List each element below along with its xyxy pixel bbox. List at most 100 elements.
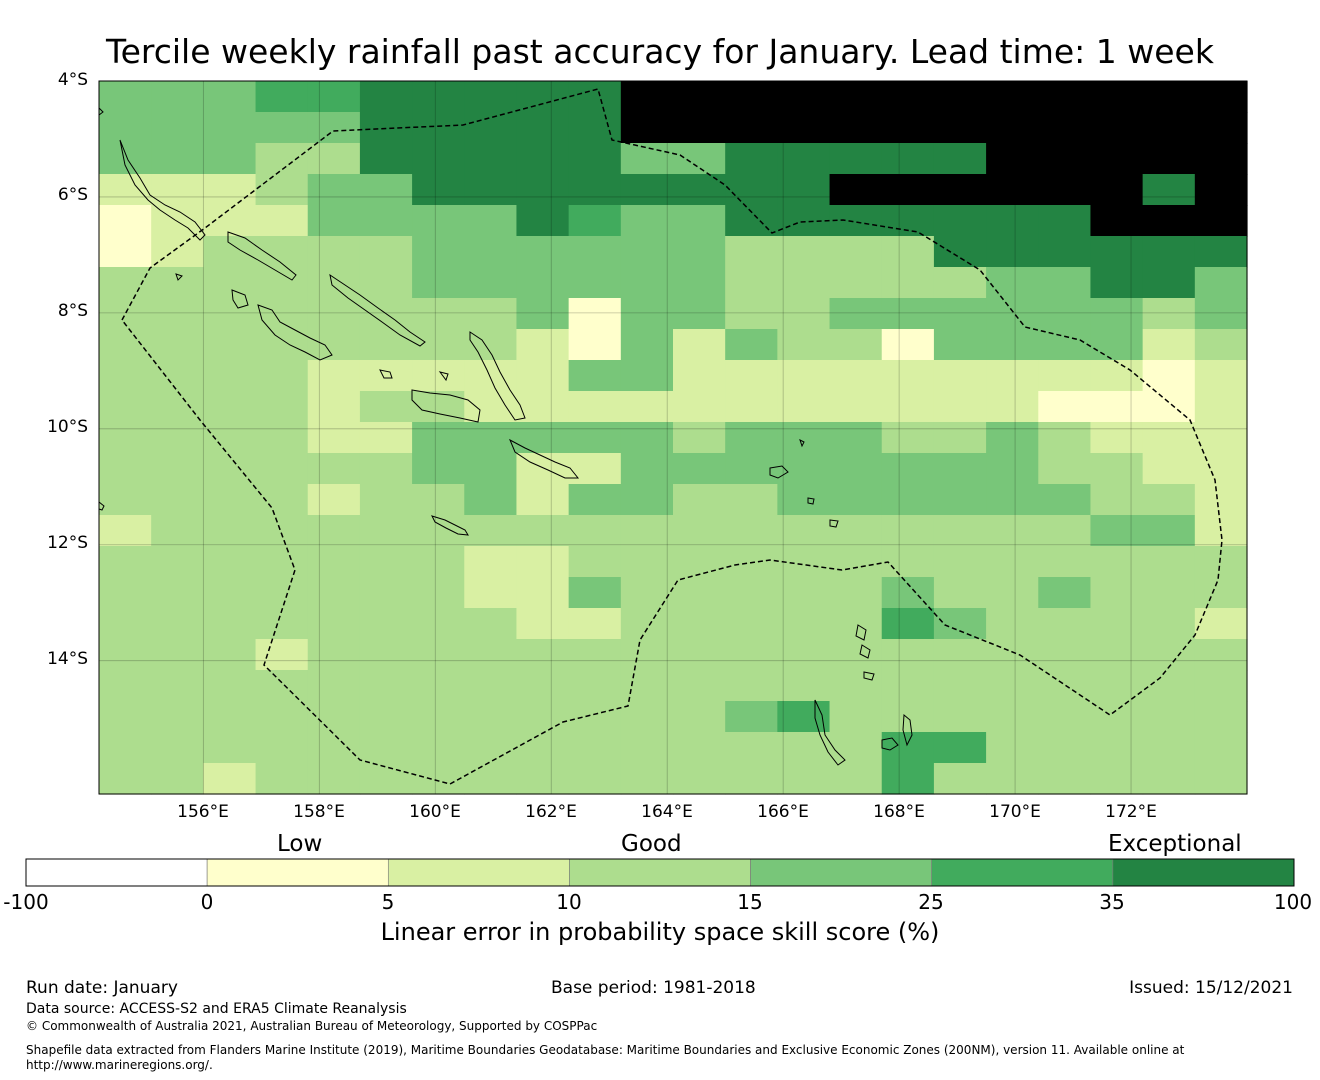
skill-cell [464,143,518,175]
skill-cell [255,174,309,206]
island-coastline [863,671,875,681]
skill-cell [986,298,1039,330]
skill-cell [516,267,570,299]
skill-cell [1194,577,1248,609]
colorbar-axis-label: Linear error in probability space skill … [380,918,940,946]
skill-cell [1142,236,1196,268]
skill-cell [1090,608,1144,640]
skill-cell [1142,608,1196,640]
skill-cell [412,205,465,237]
skill-cell [1038,670,1092,702]
skill-cell [1194,360,1248,392]
skill-cell [725,484,778,516]
skill-cell [933,546,987,578]
skill-cell [99,577,152,609]
skill-cell [933,112,987,144]
skill-cell [881,763,935,795]
skill-cell [881,701,935,733]
skill-cell [359,484,413,516]
island-coastline [855,624,867,641]
skill-cell [673,453,726,485]
skill-cell [307,732,361,764]
skill-cell [568,81,622,113]
shapefile-credit: Shapefile data extracted from Flanders M… [26,1043,1185,1057]
skill-cell [568,515,622,547]
skill-cell [620,670,674,702]
skill-cell [151,422,204,454]
skill-cell [933,484,987,516]
skill-cell [464,81,518,113]
copyright: © Commonwealth of Australia 2021, Austra… [26,1019,598,1033]
skill-cell [359,205,413,237]
skill-cell [777,453,831,485]
island-coastline [411,389,481,423]
skill-cell [829,112,883,144]
skill-cell [464,639,518,671]
skill-cell [203,639,257,671]
skill-cell [881,112,935,144]
skill-cell [933,670,987,702]
skill-cell [568,732,622,764]
island-coastline [807,497,815,505]
skill-cell [1142,763,1196,795]
skill-cell [986,329,1039,361]
skill-cell [516,577,570,609]
island-coastline [881,737,899,751]
skill-cell [412,236,465,268]
skill-cell [933,763,987,795]
run-date: Run date: January [26,978,178,998]
skill-cell [829,732,883,764]
skill-cell [725,81,778,113]
skill-cell [881,174,935,206]
skill-cell [568,391,622,423]
skill-cell [99,732,152,764]
lon-label-172e: 172°E [1105,802,1157,822]
skill-cell [516,608,570,640]
skill-cell [203,267,257,299]
skill-cell [307,205,361,237]
skill-cell [516,546,570,578]
skill-cell [1194,391,1248,423]
island-coastline [257,304,333,361]
skill-cell [464,174,518,206]
skill-cell [620,112,674,144]
skill-cell [1090,360,1144,392]
skill-cell [1142,546,1196,578]
skill-cell [986,608,1039,640]
skill-cell [151,732,204,764]
skill-cell [1090,81,1144,113]
skill-cell [464,112,518,144]
skill-cell [307,577,361,609]
skill-cell [203,670,257,702]
skill-cell [203,732,257,764]
skill-cell [725,360,778,392]
skill-cell [777,298,831,330]
skill-cell [203,391,257,423]
skill-cell [307,360,361,392]
skill-cell [203,298,257,330]
skill-cell [359,670,413,702]
skill-cell [464,608,518,640]
skill-cell [673,174,726,206]
legend-tick: 15 [737,890,763,914]
skill-cell [203,329,257,361]
lon-label-166e: 166°E [757,802,809,822]
skill-cell [1090,577,1144,609]
skill-cell [673,143,726,175]
skill-cell [307,81,361,113]
skill-cell [1090,391,1144,423]
skill-cell [307,639,361,671]
legend-tick: 10 [556,890,582,914]
skill-cell [829,81,883,113]
island-coastline [799,439,805,448]
skill-cell [829,701,883,733]
skill-cell [307,112,361,144]
skill-cell [568,484,622,516]
island-coastline [119,139,206,241]
skill-cell [516,670,570,702]
skill-cell [1142,143,1196,175]
skill-cell [464,360,518,392]
skill-cell [986,670,1039,702]
skill-cell [881,422,935,454]
lat-label-12s: 12°S [47,533,88,553]
